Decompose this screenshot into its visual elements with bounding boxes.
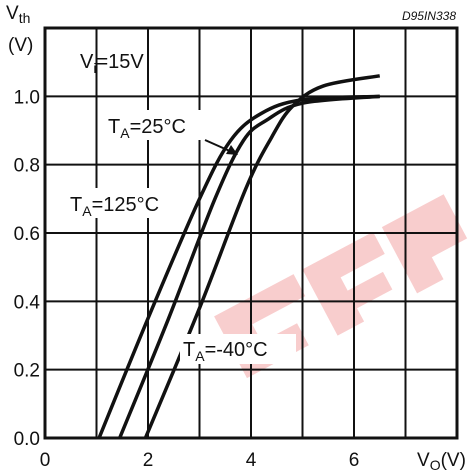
annotation-t25: TA=25°C bbox=[108, 116, 186, 141]
y-axis-unit: (V) bbox=[8, 35, 33, 56]
annotation-tm40: TA=-40°C bbox=[183, 339, 268, 364]
y-tick-label: 0.6 bbox=[14, 224, 40, 245]
annotation-t25-bg bbox=[106, 110, 212, 140]
series-line-t25 bbox=[118, 94, 380, 439]
annotation-t25-pointer bbox=[204, 139, 233, 153]
x-axis-title: VO(V) bbox=[417, 450, 466, 472]
y-tick-label: 0.8 bbox=[14, 156, 40, 177]
x-tick-label: 4 bbox=[246, 450, 257, 471]
annotation-t125: TA=125°C bbox=[70, 194, 159, 219]
y-tick-label: 0.4 bbox=[14, 292, 41, 313]
x-tick-label: 2 bbox=[143, 450, 154, 471]
reference-code: D95IN338 bbox=[402, 9, 456, 23]
y-axis-title: Vth bbox=[6, 3, 30, 26]
x-tick-label: 0 bbox=[40, 450, 51, 471]
y-tick-labels: 0.0 0.2 0.4 0.6 0.8 1.0 bbox=[14, 87, 41, 450]
annotation-tm40-bg bbox=[180, 334, 296, 364]
y-tick-label: 0.2 bbox=[14, 361, 40, 382]
x-tick-label: 6 bbox=[349, 450, 360, 471]
y-tick-label: 1.0 bbox=[14, 87, 40, 108]
plot-grid bbox=[45, 28, 457, 438]
series-line-t125 bbox=[97, 94, 380, 439]
plot-frame bbox=[43, 26, 459, 440]
y-tick-label: 0.0 bbox=[14, 429, 40, 450]
annotation-t25-arrowhead bbox=[226, 145, 238, 155]
annotation-t125-bg bbox=[68, 188, 186, 218]
annotation-vi: Vi=15V bbox=[80, 51, 144, 76]
x-tick-labels: 0 2 4 6 bbox=[40, 450, 360, 471]
series-group bbox=[97, 74, 381, 439]
series-line-tm40 bbox=[143, 74, 381, 439]
